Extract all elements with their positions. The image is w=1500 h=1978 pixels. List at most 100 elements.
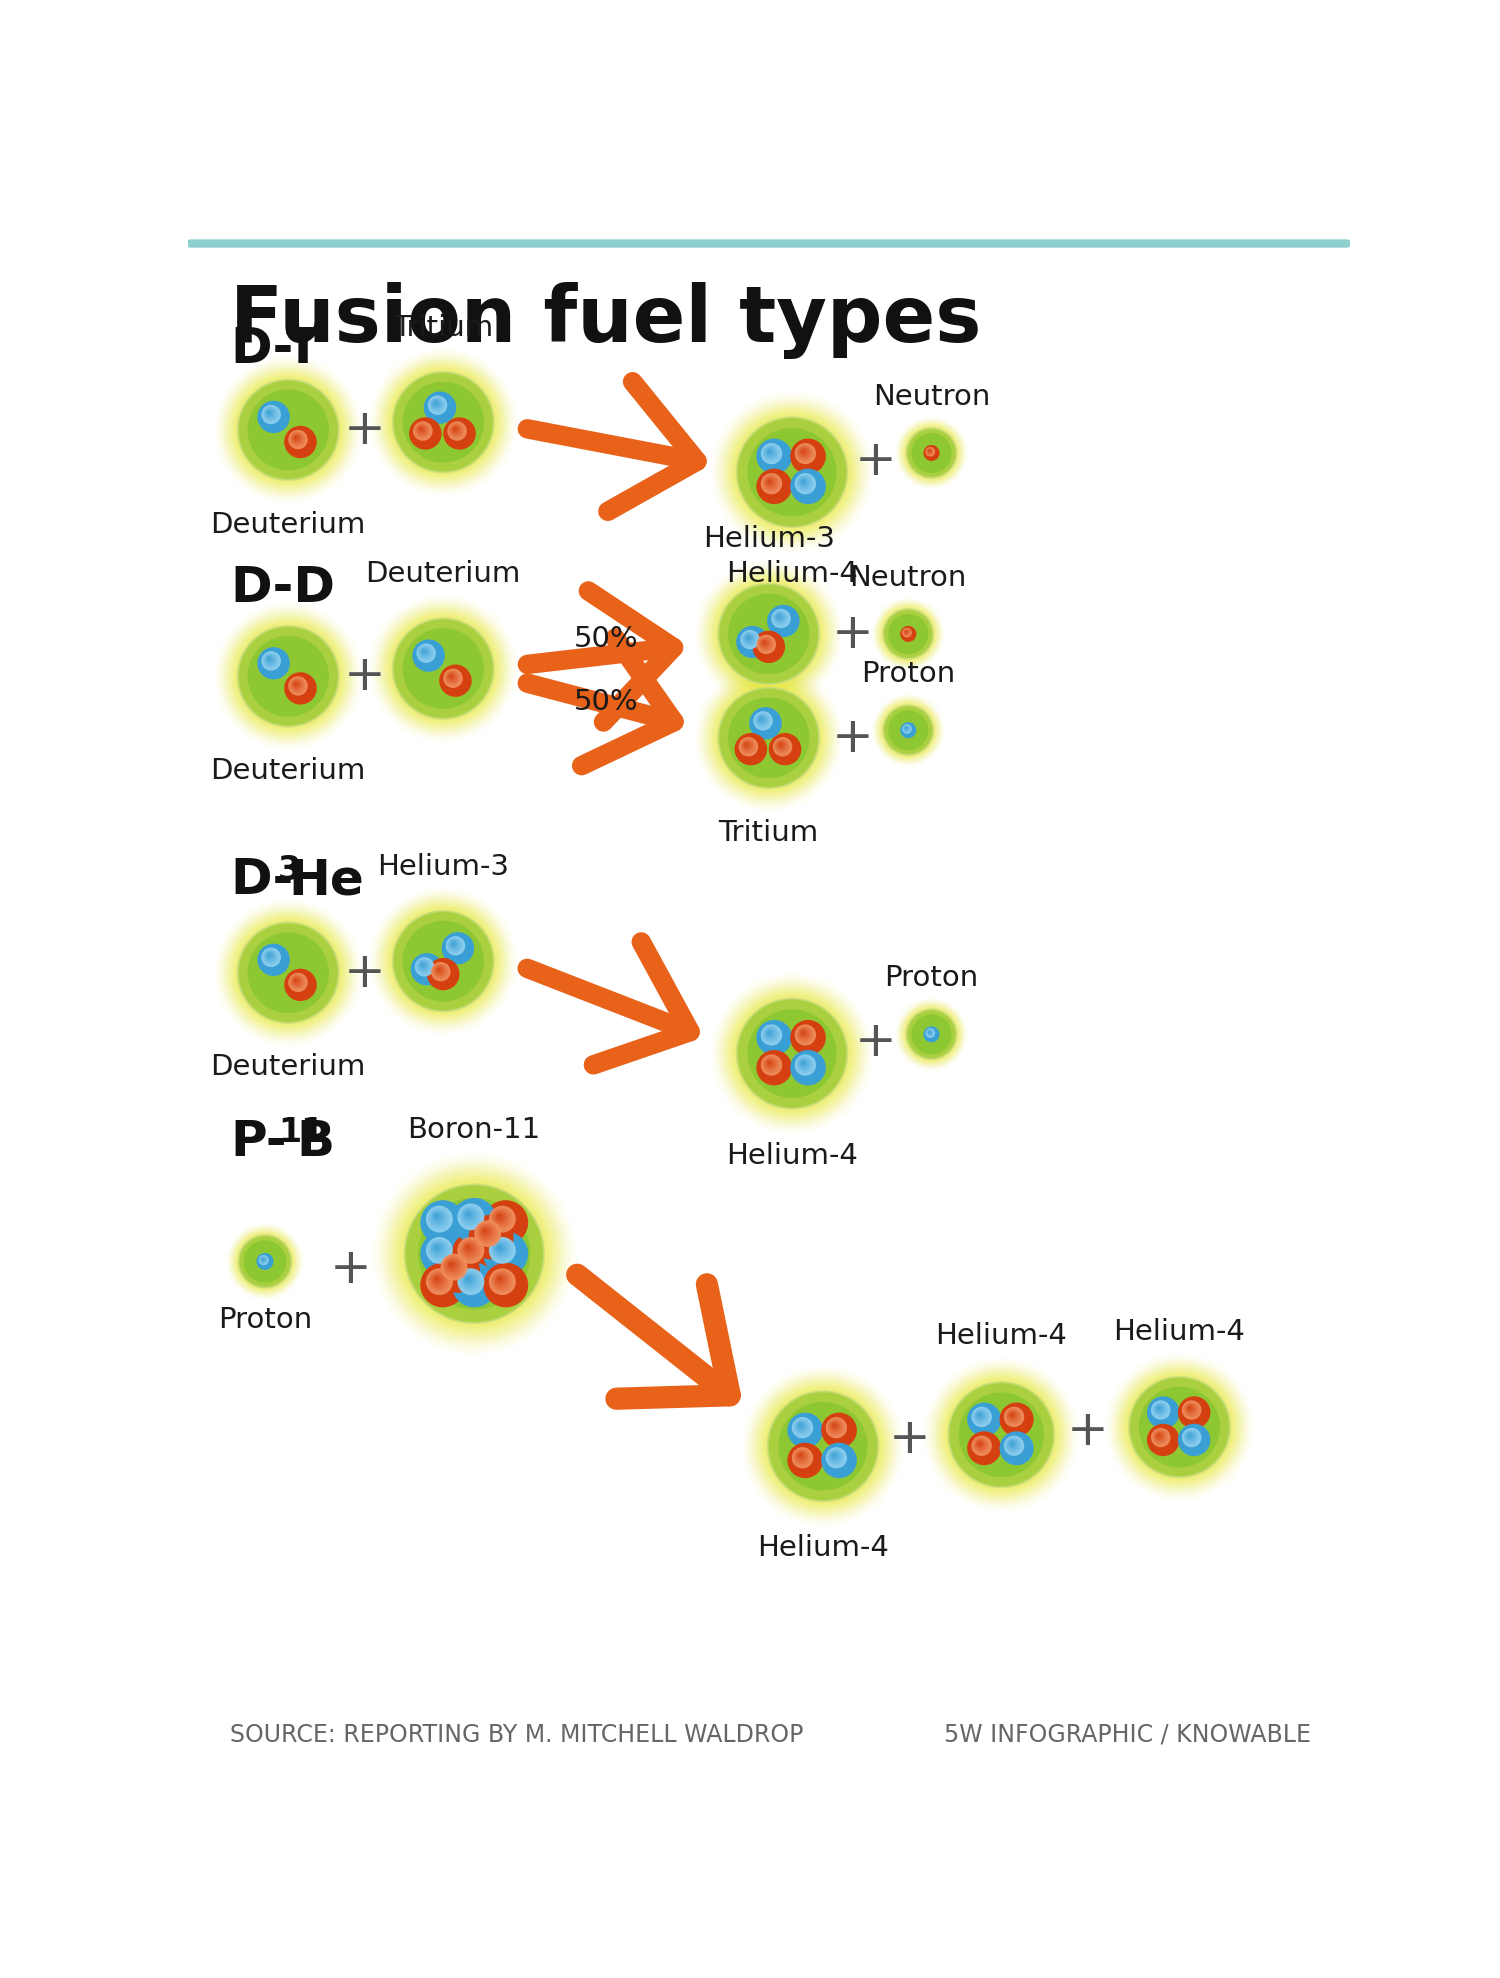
Circle shape xyxy=(909,1011,954,1056)
Circle shape xyxy=(800,447,808,457)
Circle shape xyxy=(258,645,320,706)
Circle shape xyxy=(792,1448,812,1468)
Circle shape xyxy=(830,1420,840,1432)
Circle shape xyxy=(416,957,432,975)
Circle shape xyxy=(765,477,776,489)
Circle shape xyxy=(453,427,458,431)
Circle shape xyxy=(266,407,312,453)
Circle shape xyxy=(879,605,938,663)
Circle shape xyxy=(926,1029,934,1036)
Circle shape xyxy=(876,601,940,667)
Circle shape xyxy=(464,1209,474,1220)
Circle shape xyxy=(1148,1396,1179,1428)
Circle shape xyxy=(260,1256,268,1264)
Circle shape xyxy=(760,473,782,494)
Circle shape xyxy=(796,445,814,463)
Circle shape xyxy=(1185,1404,1196,1414)
Circle shape xyxy=(1154,1430,1166,1442)
Circle shape xyxy=(718,584,819,684)
Circle shape xyxy=(976,1442,982,1446)
Circle shape xyxy=(760,730,777,746)
Circle shape xyxy=(1156,1406,1161,1410)
Circle shape xyxy=(735,704,802,771)
Circle shape xyxy=(426,1268,453,1296)
Circle shape xyxy=(926,1029,934,1036)
Text: D-: D- xyxy=(230,856,294,904)
Circle shape xyxy=(413,392,474,453)
Circle shape xyxy=(926,447,934,457)
Circle shape xyxy=(753,1377,894,1517)
Circle shape xyxy=(294,435,297,439)
Circle shape xyxy=(264,949,278,963)
Circle shape xyxy=(742,633,756,645)
Circle shape xyxy=(432,1211,517,1296)
Circle shape xyxy=(231,1228,298,1296)
Circle shape xyxy=(399,378,488,465)
Circle shape xyxy=(768,734,801,765)
Circle shape xyxy=(432,1213,442,1222)
Circle shape xyxy=(788,1442,824,1478)
Circle shape xyxy=(908,633,909,635)
Circle shape xyxy=(498,1276,502,1282)
Circle shape xyxy=(888,710,928,750)
Circle shape xyxy=(448,1262,453,1266)
Circle shape xyxy=(910,1015,952,1054)
Circle shape xyxy=(447,938,462,953)
Circle shape xyxy=(714,580,824,688)
Circle shape xyxy=(812,1436,834,1458)
Circle shape xyxy=(291,975,303,987)
Circle shape xyxy=(796,1056,813,1072)
Circle shape xyxy=(267,411,272,413)
Circle shape xyxy=(753,712,772,730)
Circle shape xyxy=(904,631,909,635)
Circle shape xyxy=(240,1236,291,1288)
Circle shape xyxy=(774,740,789,754)
Circle shape xyxy=(906,1009,957,1060)
Circle shape xyxy=(903,726,909,732)
Circle shape xyxy=(1007,1408,1020,1422)
Circle shape xyxy=(1186,1432,1194,1440)
Circle shape xyxy=(466,1278,470,1280)
Circle shape xyxy=(976,1440,984,1448)
Circle shape xyxy=(710,576,828,692)
Text: Deuterium: Deuterium xyxy=(210,510,366,538)
Circle shape xyxy=(927,449,936,457)
Circle shape xyxy=(760,1385,885,1507)
Circle shape xyxy=(716,396,868,548)
Circle shape xyxy=(498,1214,501,1216)
Circle shape xyxy=(712,578,825,690)
Circle shape xyxy=(452,942,454,945)
Circle shape xyxy=(219,607,358,746)
Circle shape xyxy=(912,1015,951,1054)
Circle shape xyxy=(240,1238,290,1286)
Circle shape xyxy=(248,390,330,471)
Circle shape xyxy=(242,1238,288,1284)
Circle shape xyxy=(495,1213,504,1220)
Circle shape xyxy=(458,1238,483,1262)
Circle shape xyxy=(492,1270,512,1292)
Circle shape xyxy=(903,629,909,635)
Circle shape xyxy=(927,1029,933,1036)
Circle shape xyxy=(292,433,302,443)
Circle shape xyxy=(413,421,432,441)
Circle shape xyxy=(435,661,451,676)
Circle shape xyxy=(744,635,753,643)
Circle shape xyxy=(928,449,932,453)
Circle shape xyxy=(762,1025,782,1044)
Circle shape xyxy=(381,607,506,730)
Circle shape xyxy=(419,647,432,659)
Circle shape xyxy=(831,1454,837,1458)
Circle shape xyxy=(758,1383,888,1511)
Circle shape xyxy=(884,609,933,659)
Circle shape xyxy=(699,566,838,702)
Circle shape xyxy=(392,617,495,720)
Circle shape xyxy=(483,1262,528,1307)
Circle shape xyxy=(904,631,908,633)
Circle shape xyxy=(422,649,428,655)
Circle shape xyxy=(831,1452,840,1460)
Circle shape xyxy=(264,653,278,667)
Circle shape xyxy=(1155,1432,1164,1442)
Circle shape xyxy=(420,1232,465,1276)
Circle shape xyxy=(825,1416,848,1438)
Circle shape xyxy=(438,955,448,967)
